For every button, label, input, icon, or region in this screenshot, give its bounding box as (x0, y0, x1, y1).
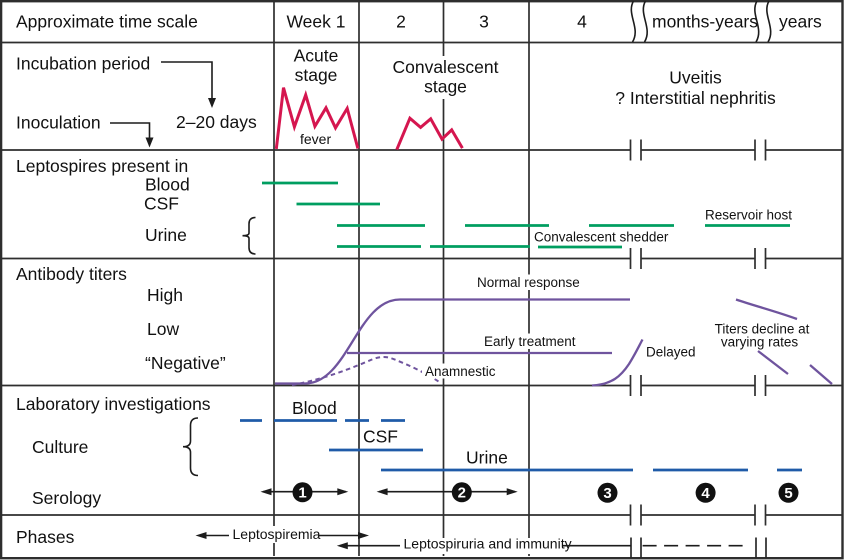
svg-text:Convalescent: Convalescent (392, 57, 498, 77)
svg-text:Laboratory investigations: Laboratory investigations (16, 394, 211, 414)
svg-text:4: 4 (577, 12, 587, 32)
svg-text:4: 4 (701, 485, 710, 502)
svg-text:years: years (779, 12, 822, 32)
svg-text:2: 2 (396, 12, 406, 32)
svg-text:5: 5 (784, 485, 792, 502)
svg-text:Low: Low (147, 319, 179, 339)
svg-text:stage: stage (295, 65, 338, 85)
svg-text:Incubation period: Incubation period (16, 54, 150, 74)
svg-text:Acute: Acute (294, 46, 339, 66)
svg-text:Leptospiruria and immunity: Leptospiruria and immunity (404, 536, 572, 552)
svg-text:Early treatment: Early treatment (484, 334, 576, 349)
svg-text:Approximate time scale: Approximate time scale (16, 12, 198, 32)
svg-text:varying rates: varying rates (721, 334, 799, 349)
svg-text:3: 3 (603, 485, 611, 502)
svg-text:Blood: Blood (292, 398, 337, 418)
svg-text:Antibody titers: Antibody titers (16, 264, 127, 284)
svg-text:Culture: Culture (32, 437, 88, 457)
svg-text:Phases: Phases (16, 527, 75, 547)
svg-text:High: High (147, 285, 183, 305)
svg-text:Reservoir host: Reservoir host (705, 208, 792, 223)
svg-text:CSF: CSF (363, 427, 398, 447)
svg-text:3: 3 (479, 12, 489, 32)
svg-text:Anamnestic: Anamnestic (425, 364, 496, 379)
svg-text:Leptospires present in: Leptospires present in (16, 156, 188, 176)
svg-text:2: 2 (458, 485, 466, 502)
svg-text:Urine: Urine (145, 225, 187, 245)
svg-text:months-years: months-years (652, 12, 758, 32)
svg-text:Normal response: Normal response (477, 275, 580, 290)
svg-text:2–20 days: 2–20 days (176, 112, 257, 132)
svg-text:Week 1: Week 1 (286, 12, 345, 32)
svg-text:1: 1 (298, 485, 306, 502)
svg-text:Leptospiremia: Leptospiremia (233, 526, 321, 542)
svg-text:? Interstitial nephritis: ? Interstitial nephritis (615, 88, 776, 108)
svg-text:Convalescent shedder: Convalescent shedder (534, 230, 669, 245)
svg-text:Inoculation: Inoculation (16, 113, 101, 133)
svg-text:Blood: Blood (145, 175, 190, 195)
svg-text:CSF: CSF (144, 194, 179, 214)
svg-text:Delayed: Delayed (646, 345, 696, 360)
svg-text:Urine: Urine (466, 448, 508, 468)
svg-text:“Negative”: “Negative” (145, 353, 226, 373)
svg-text:Titers decline at: Titers decline at (715, 321, 810, 336)
svg-text:fever: fever (300, 131, 331, 147)
svg-text:stage: stage (424, 77, 467, 97)
svg-text:Uveitis: Uveitis (669, 68, 722, 88)
svg-text:Serology: Serology (32, 488, 101, 508)
